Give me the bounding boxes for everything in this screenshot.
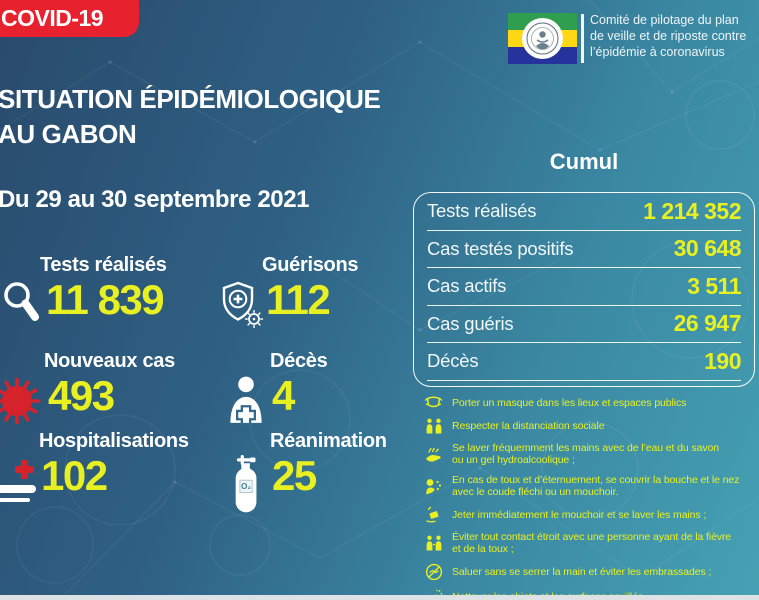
org-name-line: l’épidémie à coronavirus bbox=[590, 44, 725, 59]
row-value: 30 648 bbox=[673, 235, 742, 262]
row-label: Cas guéris bbox=[427, 312, 514, 334]
stat-tests-realises: Tests réalisés 11 839 bbox=[2, 254, 167, 335]
person-cross-icon bbox=[226, 374, 266, 430]
cumul-title: Cumul bbox=[549, 149, 619, 174]
shield-cross-virus-icon bbox=[220, 278, 264, 333]
avoid-contact-icon bbox=[424, 535, 443, 551]
stat-value: 4 bbox=[272, 372, 295, 419]
row-label: Cas testés positifs bbox=[427, 237, 574, 259]
stat-label: Tests réalisés bbox=[40, 254, 167, 276]
oxygen-tank-icon: O₂ bbox=[230, 454, 264, 519]
list-item: Se laver fréquemment les mains avec de l… bbox=[424, 442, 758, 466]
discard-tissue-icon bbox=[424, 506, 443, 523]
row-value: 3 511 bbox=[687, 272, 741, 299]
row-label: Cas actifs bbox=[427, 275, 507, 297]
row-value: 26 947 bbox=[673, 310, 742, 337]
mask-icon bbox=[424, 395, 443, 410]
advice-text: Porter un masque dans les lieux et espac… bbox=[452, 396, 687, 409]
advice-text: En cas de toux et d’éternuement, se couv… bbox=[452, 474, 740, 498]
social-distancing-icon bbox=[424, 418, 443, 434]
stat-hospitalisations: Hospitalisations 102 bbox=[0, 430, 189, 513]
list-item: Porter un masque dans les lieux et espac… bbox=[424, 395, 758, 410]
table-row: Cas guéris 26 947 bbox=[427, 306, 742, 343]
row-label: Décès bbox=[427, 350, 479, 372]
table-row: Cas actifs 3 511 bbox=[427, 268, 741, 306]
row-value: 1 214 352 bbox=[643, 197, 741, 224]
org-name-line: de veille et de riposte contre bbox=[590, 28, 747, 43]
stat-label: Réanimation bbox=[270, 430, 387, 452]
cumul-table: Tests réalisés 1 214 352 Cas testés posi… bbox=[413, 192, 755, 387]
covid19-banner-label: COVID-19 bbox=[1, 5, 104, 31]
page-title-line1: SITUATION ÉPIDÉMIOLOGIQUE bbox=[0, 84, 381, 114]
stat-nouveaux-cas: Nouveaux cas 493 bbox=[0, 350, 175, 432]
table-row: Cas testés positifs 30 648 bbox=[427, 231, 742, 268]
list-item: Respecter la distanciation sociale bbox=[424, 418, 758, 434]
virus-icon bbox=[0, 374, 43, 432]
page-title-line2: AU GABON bbox=[0, 119, 137, 149]
list-item: Éviter tout contact étroit avec une pers… bbox=[424, 531, 758, 555]
page-title: SITUATION ÉPIDÉMIOLOGIQUE AU GABON bbox=[0, 82, 381, 152]
stat-label: Hospitalisations bbox=[39, 430, 189, 452]
table-row: Tests réalisés 1 214 352 bbox=[427, 193, 741, 231]
row-label: Tests réalisés bbox=[427, 200, 537, 222]
org-name-line: Comité de pilotage du plan bbox=[590, 13, 739, 27]
list-item: En cas de toux et d’éternuement, se couv… bbox=[424, 474, 758, 498]
stat-reanimation: Réanimation O₂ 25 bbox=[230, 430, 387, 519]
hospital-bed-icon bbox=[0, 454, 36, 513]
stat-value: 102 bbox=[41, 452, 108, 499]
advice-text: Saluer sans se serrer la main et éviter … bbox=[452, 566, 712, 578]
advice-text: Se laver fréquemment les mains avec de l… bbox=[452, 442, 719, 466]
covid19-banner: COVID-19 bbox=[0, 0, 139, 37]
magnifier-icon bbox=[2, 278, 40, 335]
table-row: Décès 190 bbox=[427, 343, 741, 381]
svg-text:O₂: O₂ bbox=[241, 482, 251, 491]
period-text: Du 29 au 30 septembre 2021 bbox=[0, 186, 310, 213]
gabon-seal-icon bbox=[522, 18, 563, 59]
stat-guerisons: Guérisons 112 bbox=[220, 254, 359, 333]
gabon-flag-logo bbox=[508, 13, 577, 64]
stat-value: 493 bbox=[48, 372, 115, 419]
advice-text: Éviter tout contact étroit avec une pers… bbox=[452, 531, 732, 555]
stat-deces: Décès 4 bbox=[226, 350, 328, 430]
stat-label: Décès bbox=[270, 350, 328, 372]
no-handshake-icon bbox=[424, 563, 443, 581]
advice-text: Respecter la distanciation sociale bbox=[452, 420, 605, 432]
org-name: Comité de pilotage du plan de veille et … bbox=[590, 13, 758, 60]
list-item: Jeter immédiatement le mouchoir et se la… bbox=[424, 506, 758, 523]
stat-value: 112 bbox=[266, 276, 331, 323]
row-value: 190 bbox=[704, 347, 741, 374]
org-separator bbox=[581, 14, 584, 63]
list-item: Saluer sans se serrer la main et éviter … bbox=[424, 563, 758, 581]
bottom-strip bbox=[0, 595, 759, 600]
cough-elbow-icon bbox=[424, 478, 443, 495]
stat-label: Nouveaux cas bbox=[44, 350, 175, 372]
stat-value: 25 bbox=[272, 452, 317, 499]
stat-label: Guérisons bbox=[262, 254, 359, 276]
stat-value: 11 839 bbox=[46, 276, 165, 323]
advice-text: Jeter immédiatement le mouchoir et se la… bbox=[452, 508, 707, 521]
advice-list: Porter un masque dans les lieux et espac… bbox=[424, 395, 758, 600]
hand-washing-icon bbox=[424, 446, 443, 463]
